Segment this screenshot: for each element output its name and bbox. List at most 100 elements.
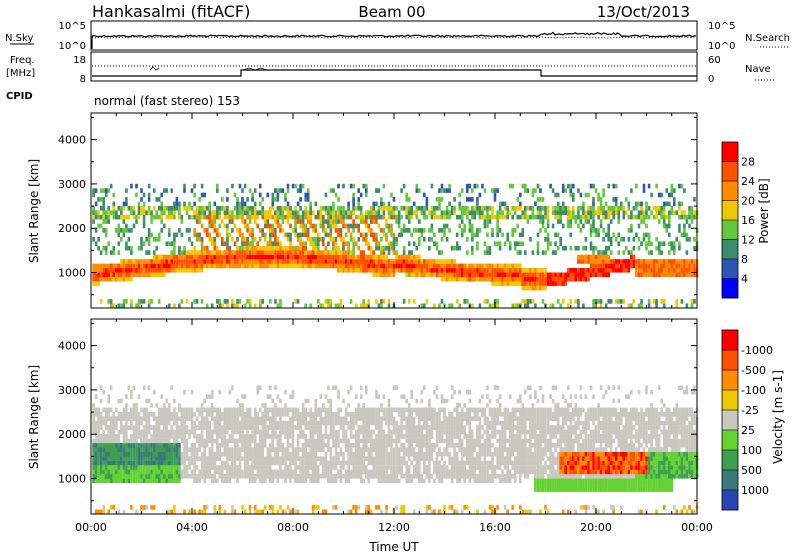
velocity-cell	[344, 412, 348, 417]
velocity-cell	[246, 434, 249, 439]
velocity-cell	[294, 451, 297, 457]
power-cell	[372, 259, 376, 264]
power-cell	[170, 263, 174, 269]
velocity-cell	[248, 412, 252, 417]
y-tick-label: 3000	[58, 178, 86, 191]
velocity-cell	[157, 412, 161, 417]
power-cell	[508, 245, 512, 251]
velocity-cell	[200, 465, 204, 470]
power-cell	[125, 241, 128, 246]
velocity-cell	[314, 407, 318, 413]
velocity-cell	[256, 412, 259, 417]
velocity-cell	[299, 465, 302, 470]
velocity-cell	[243, 469, 247, 475]
power-cell	[483, 206, 487, 211]
power-cell	[501, 281, 504, 286]
power-cell	[147, 197, 151, 202]
power-cell	[488, 206, 492, 211]
power-cell	[190, 254, 194, 260]
velocity-cell	[306, 398, 310, 404]
power-cell	[597, 206, 600, 211]
velocity-cell	[213, 465, 217, 470]
power-cell	[107, 241, 110, 246]
power-cell	[180, 214, 184, 220]
power-cell	[556, 245, 560, 251]
power-cell	[248, 250, 252, 255]
power-cell	[94, 188, 98, 193]
power-cell	[433, 210, 436, 215]
colorbar-tick-label: 8	[741, 253, 748, 266]
power-cell	[534, 303, 537, 309]
power-cell	[256, 263, 259, 269]
velocity-cell	[289, 456, 292, 461]
power-cell	[471, 303, 474, 309]
power-cell	[104, 268, 108, 273]
power-cell	[400, 214, 403, 220]
power-cell	[163, 268, 166, 273]
velocity-cell	[269, 443, 272, 448]
power-cell	[405, 214, 408, 220]
power-cell	[498, 281, 502, 286]
velocity-cell	[92, 478, 95, 484]
power-cell	[370, 259, 373, 264]
power-cell	[460, 272, 464, 278]
power-cell	[155, 254, 158, 260]
power-cell	[521, 183, 525, 189]
power-cell	[226, 263, 229, 269]
power-cell	[582, 201, 585, 207]
power-cell	[380, 299, 383, 304]
power-cell	[622, 214, 626, 220]
velocity-cell	[433, 425, 436, 430]
velocity-cell	[269, 456, 272, 461]
power-cell	[448, 210, 451, 215]
power-cell	[503, 241, 507, 246]
power-cell	[577, 206, 580, 211]
power-cell	[476, 263, 479, 269]
power-cell	[377, 259, 381, 264]
velocity-cell	[397, 478, 401, 484]
power-cell	[152, 263, 156, 269]
power-cell	[508, 210, 512, 215]
velocity-cell	[339, 474, 343, 479]
velocity-cell	[395, 456, 398, 461]
power-cell	[607, 232, 610, 238]
velocity-cell	[188, 407, 191, 413]
power-cell	[251, 214, 254, 220]
power-cell	[385, 232, 388, 238]
velocity-cell	[362, 451, 365, 457]
power-cell	[685, 232, 689, 238]
power-cell	[296, 263, 300, 269]
power-cell	[561, 299, 565, 304]
power-cell	[529, 214, 532, 220]
velocity-cell	[213, 460, 217, 466]
velocity-cell	[317, 429, 320, 435]
power-cell	[178, 303, 181, 309]
power-cell	[258, 201, 262, 207]
velocity-cell	[385, 509, 388, 515]
velocity-cell	[405, 438, 408, 444]
power-cell	[301, 223, 305, 229]
power-cell	[377, 254, 381, 260]
power-cell	[387, 201, 391, 207]
power-cell	[546, 219, 550, 224]
power-cell	[170, 210, 174, 215]
power-cell	[392, 250, 396, 255]
velocity-cell	[163, 425, 166, 430]
velocity-cell	[279, 443, 282, 448]
velocity-cell	[339, 465, 343, 470]
power-cell	[311, 263, 315, 269]
velocity-cell	[284, 509, 287, 515]
velocity-cell	[248, 478, 252, 484]
velocity-cell	[145, 416, 148, 421]
power-cell	[483, 299, 487, 304]
velocity-cell	[130, 443, 133, 448]
power-cell	[549, 276, 552, 282]
power-cell	[99, 206, 103, 211]
power-cell	[423, 192, 426, 198]
velocity-cell	[301, 416, 305, 421]
power-cell	[208, 237, 211, 242]
velocity-cell	[342, 438, 345, 444]
power-cell	[286, 219, 290, 224]
velocity-cell	[261, 429, 264, 435]
